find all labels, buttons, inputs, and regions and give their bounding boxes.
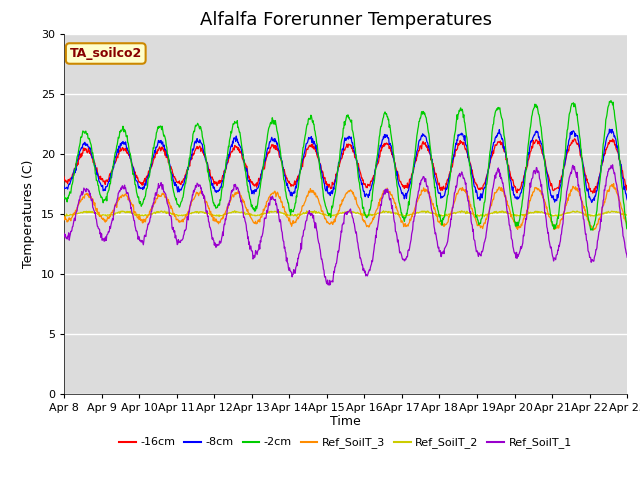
X-axis label: Time: Time	[330, 415, 361, 429]
Title: Alfalfa Forerunner Temperatures: Alfalfa Forerunner Temperatures	[200, 11, 492, 29]
Legend: -16cm, -8cm, -2cm, Ref_SoilT_3, Ref_SoilT_2, Ref_SoilT_1: -16cm, -8cm, -2cm, Ref_SoilT_3, Ref_Soil…	[115, 433, 576, 453]
Text: TA_soilco2: TA_soilco2	[70, 47, 142, 60]
Y-axis label: Temperatures (C): Temperatures (C)	[22, 159, 35, 268]
